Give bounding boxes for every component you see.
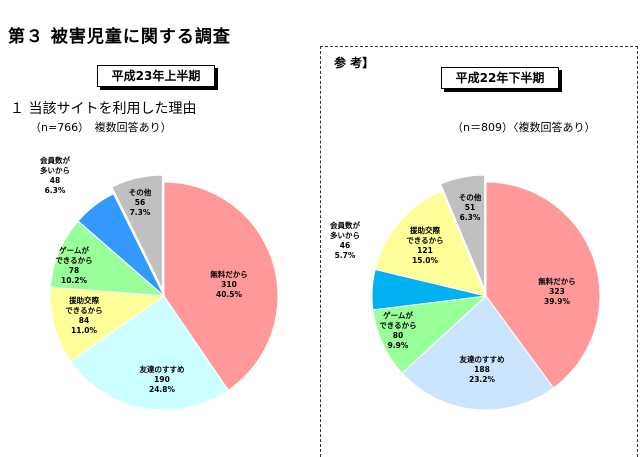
slice-label-line: 多いから [330, 230, 360, 240]
slice-label: 援助交際できるから 84 11.0% [65, 295, 102, 335]
slice-label-line: できるから [406, 236, 443, 245]
slice-label: 友達のすすめ 188 23.2% [459, 354, 505, 384]
slice-label-line: 310 [221, 280, 237, 289]
slice-label-line: できるから [55, 256, 92, 265]
slice-label-line: 10.2% [61, 276, 88, 285]
slice-label-line: 46 [340, 241, 350, 250]
slice-label-line: 51 [465, 203, 475, 212]
slice-label-line: 11.0% [71, 326, 98, 335]
slice-label: 無料だから 323 39.9% [538, 276, 576, 306]
slice-label-line: 84 [79, 316, 89, 325]
slice-label-line: 援助交際 [69, 295, 99, 305]
slice-label-line: 友達のすすめ [459, 354, 505, 364]
slice-label-line: 6.3% [460, 213, 481, 222]
slice-label-line: 190 [154, 375, 170, 384]
slice-label-line: 56 [135, 198, 145, 207]
slice-label-line: 78 [69, 266, 79, 275]
pie-slice [49, 220, 166, 297]
pie-slice [401, 295, 555, 411]
slice-label: 友達のすすめ 190 24.8% [139, 364, 185, 394]
slice-label: ゲームができるから 78 10.2% [55, 245, 92, 285]
slice-label-line: 無料だから [538, 276, 576, 286]
pie-slice [69, 295, 229, 411]
left-period-box: 平成23年上半期 [97, 65, 215, 87]
slice-label-line: 188 [474, 365, 490, 374]
slice-label-line: 24.8% [149, 385, 176, 394]
slice-label-line: 無料だから [210, 269, 248, 279]
right-sample-note: （n＝809）〈複数回答あり） [452, 121, 596, 134]
pie-slice [485, 181, 601, 389]
slice-label-line: 9.9% [388, 341, 409, 350]
slice-label-line: 会員数が [330, 220, 360, 230]
slice-label: ゲームができるから 80 9.9% [379, 310, 416, 350]
slice-label-line: 多いから [40, 165, 70, 175]
slice-label-line: 援助交際 [410, 225, 440, 235]
slice-label-line: その他 [459, 192, 482, 202]
slice-label: その他 51 6.3% [459, 192, 482, 222]
slice-label-line: 80 [393, 331, 403, 340]
slice-label-line: 6.3% [45, 186, 66, 195]
slice-label: 会員数が多いから 46 5.7% [330, 220, 360, 260]
left-sample-note: （n=766） 複数回答あり） [30, 121, 172, 134]
reference-label: 参 考】 [334, 56, 375, 70]
slice-label-line: 40.5% [216, 290, 243, 299]
slice-label-line: 39.9% [544, 297, 571, 306]
slice-label-line: 121 [417, 246, 433, 255]
pie-slice [374, 190, 487, 297]
pie-slice [77, 193, 165, 297]
page-title: 第３ 被害児童に関する調査 [8, 27, 231, 47]
reference-frame [320, 46, 638, 457]
slice-label-line: 友達のすすめ [139, 364, 185, 374]
section-heading: １ 当該サイトを利用した理由 [10, 101, 197, 117]
slice-label: 援助交際できるから 121 15.0% [406, 225, 443, 265]
slice-label-line: できるから [379, 321, 416, 330]
slice-label-line: 7.3% [130, 208, 151, 217]
slice-label: 会員数が多いから 48 6.3% [40, 155, 70, 195]
pie-slice [111, 174, 163, 290]
slice-label-line: ゲームが [59, 245, 89, 255]
slice-label-line: ゲームが [383, 310, 413, 320]
slice-label-line: 会員数が [40, 155, 70, 165]
slice-label: 無料だから 310 40.5% [210, 269, 248, 299]
slice-label-line: 323 [549, 287, 565, 296]
pie-slice [163, 181, 279, 391]
slice-label: その他 56 7.3% [129, 187, 152, 217]
slice-label-line: その他 [129, 187, 152, 197]
slice-label-line: 5.7% [335, 251, 356, 260]
slice-label-line: できるから [65, 306, 102, 315]
pie-slice [439, 174, 486, 290]
pie-slice [49, 286, 166, 363]
slice-label-line: 15.0% [412, 256, 439, 265]
slice-label-line: 48 [50, 176, 60, 185]
right-period-box: 平成22年下半期 [441, 67, 559, 89]
slice-label-line: 23.2% [469, 375, 496, 384]
